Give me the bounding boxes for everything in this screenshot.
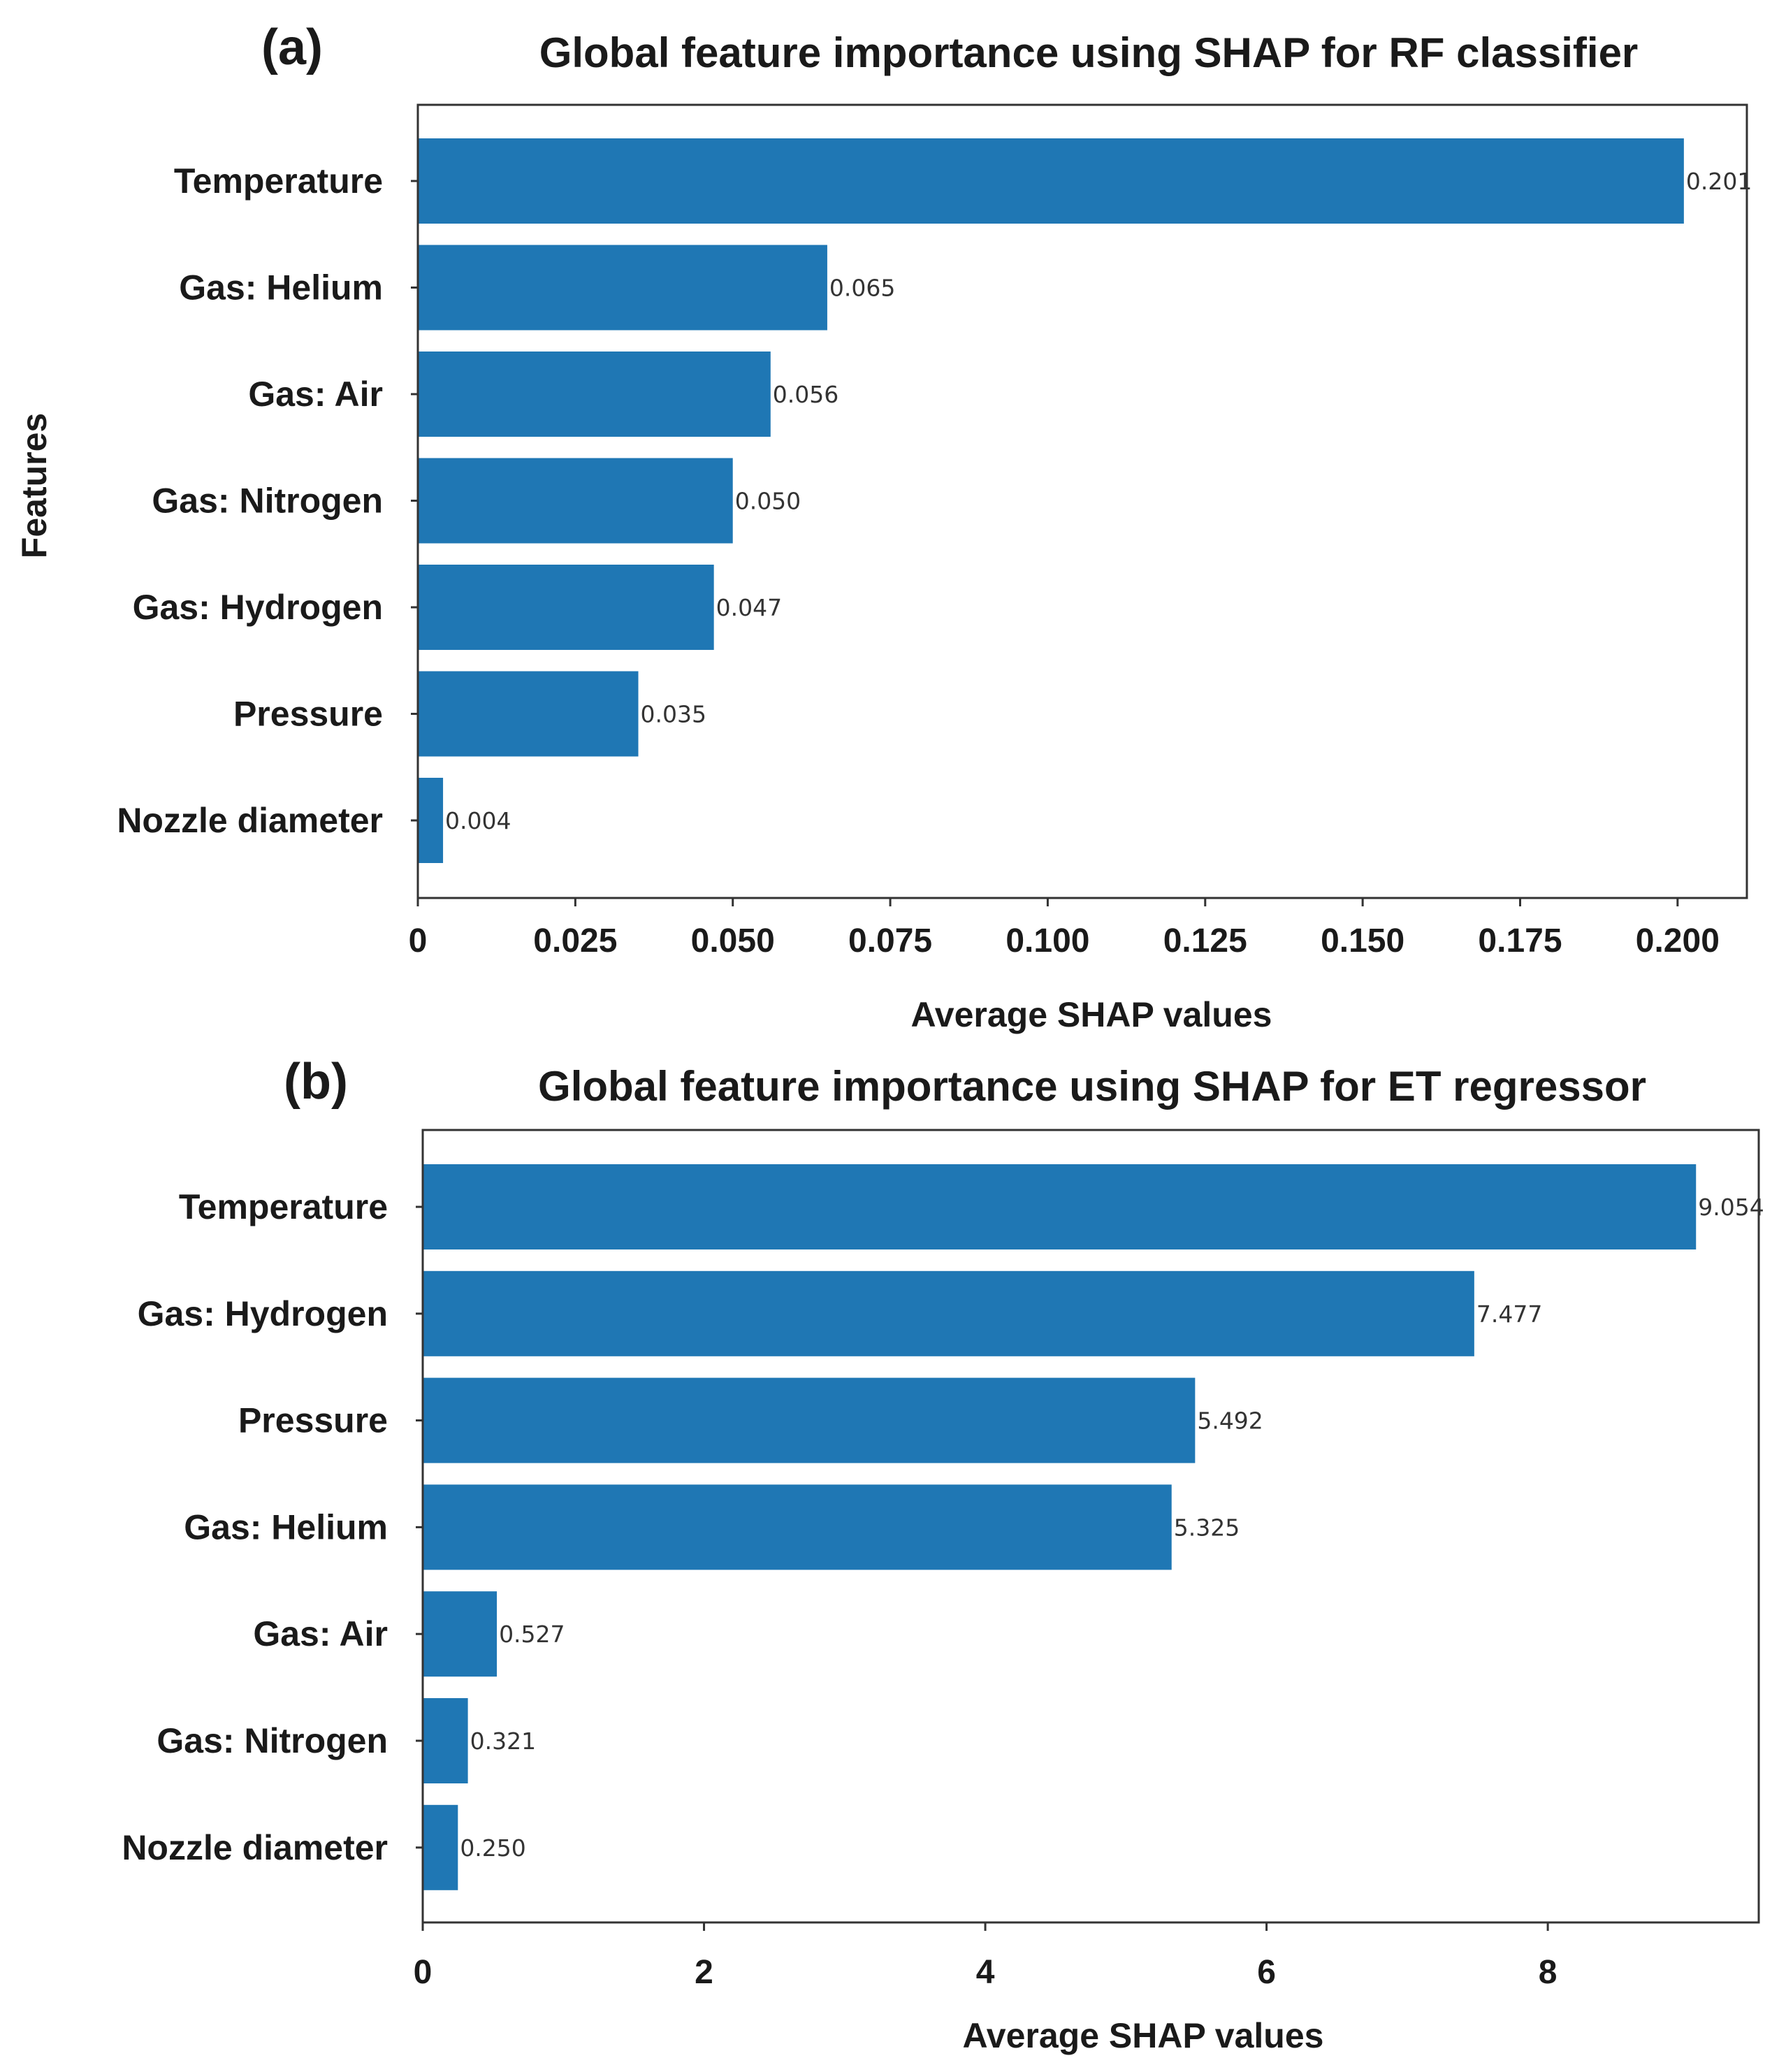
panel-a-bar <box>419 138 1684 224</box>
panel-b-bar <box>423 1164 1697 1249</box>
panel-a-bar <box>419 458 733 544</box>
panel-a-bar <box>419 671 639 757</box>
panel-a-x-tick-label: 0.125 <box>1163 922 1247 959</box>
panel-a-x-tick-label: 0 <box>409 922 428 959</box>
panel-b-x-tick-label: 6 <box>1257 1954 1276 1991</box>
panel-b-category-label: Pressure <box>238 1401 388 1440</box>
panel-b-x-tick-label: 8 <box>1539 1954 1558 1991</box>
panel-b-x-tick-label: 4 <box>976 1954 995 1991</box>
panel-a-category-label: Nozzle diameter <box>117 801 383 840</box>
panel-a-bar <box>419 352 771 437</box>
panel-b-category-label: Gas: Hydrogen <box>138 1294 388 1333</box>
panel-b-category-label: Gas: Nitrogen <box>157 1721 388 1760</box>
panel-a-value-label: 0.004 <box>445 807 511 834</box>
panel-a-x-tick-label: 0.050 <box>691 922 775 959</box>
panel-a-value-label: 0.050 <box>735 488 801 515</box>
panel-a-x-axis-label: Average SHAP values <box>911 995 1272 1034</box>
y-axis-label: Features <box>15 413 54 558</box>
panel-a-plot-area: Temperature 0.201 Gas: Helium 0.065 Gas: Air… <box>117 103 1752 959</box>
panel-b-bar <box>423 1270 1474 1356</box>
panel-a-bar <box>419 245 827 331</box>
panel-b-bar <box>423 1698 468 1783</box>
panel-b-value-label: 0.250 <box>460 1834 525 1862</box>
panel-b-bar <box>423 1804 458 1890</box>
panel-a-x-tick-label: 0.200 <box>1636 922 1720 959</box>
panel-a-value-label: 0.035 <box>640 701 706 728</box>
panel-b-title: Global feature importance using SHAP for… <box>538 1063 1646 1110</box>
panel-b-value-label: 5.492 <box>1197 1407 1263 1435</box>
panel-a-title: Global feature importance using SHAP for… <box>539 29 1639 76</box>
panel-b-x-tick-label: 2 <box>695 1954 713 1991</box>
panel-b-plot-area: Temperature 9.054 Gas: Hydrogen 7.477 Pressu… <box>122 1129 1764 1991</box>
panel-a-category-label: Pressure <box>233 695 383 734</box>
panel-a-value-label: 0.201 <box>1686 168 1752 195</box>
panel-a-x-tick-label: 0.175 <box>1478 922 1562 959</box>
panel-b-bar <box>423 1484 1172 1570</box>
panel-a-category-label: Temperature <box>174 161 383 201</box>
panel-b-x-axis-label: Average SHAP values <box>963 2016 1324 2055</box>
panel-a-x-tick-label: 0.075 <box>848 922 932 959</box>
panel-a-chart: (a) Global feature importance using SHAP… <box>117 20 1752 1034</box>
panel-b-bar <box>423 1377 1196 1463</box>
panel-b-value-label: 0.321 <box>470 1727 536 1755</box>
panel-a-value-label: 0.056 <box>773 381 838 408</box>
panel-a-category-label: Gas: Hydrogen <box>133 588 383 627</box>
panel-a-x-tick-label: 0.025 <box>533 922 617 959</box>
panel-b-chart: (b) Global feature importance using SHAP… <box>122 1054 1764 2055</box>
panel-b-value-label: 9.054 <box>1698 1194 1764 1221</box>
panel-b-bar <box>423 1591 498 1677</box>
panel-b-category-label: Nozzle diameter <box>122 1828 388 1867</box>
panel-a-category-label: Gas: Helium <box>179 268 383 307</box>
panel-b-category-label: Gas: Helium <box>184 1507 388 1546</box>
panel-b-x-tick-label: 0 <box>414 1954 433 1991</box>
panel-a-value-label: 0.047 <box>716 594 782 621</box>
panel-b-value-label: 5.325 <box>1174 1514 1240 1541</box>
panel-b-category-label: Temperature <box>179 1187 388 1226</box>
panel-a-category-label: Gas: Nitrogen <box>152 481 383 521</box>
panel-a-bar <box>419 778 444 863</box>
panel-b-label: (b) <box>284 1054 348 1110</box>
panel-a-value-label: 0.065 <box>829 275 895 302</box>
panel-b-value-label: 0.527 <box>499 1621 565 1648</box>
panel-b-value-label: 7.477 <box>1476 1301 1542 1328</box>
panel-a-label: (a) <box>261 20 323 75</box>
panel-a-category-label: Gas: Air <box>248 375 383 414</box>
panel-b-category-label: Gas: Air <box>253 1614 388 1653</box>
panel-a-x-tick-label: 0.100 <box>1005 922 1089 959</box>
panel-a-x-tick-label: 0.150 <box>1321 922 1404 959</box>
panel-a-bar <box>419 565 714 650</box>
